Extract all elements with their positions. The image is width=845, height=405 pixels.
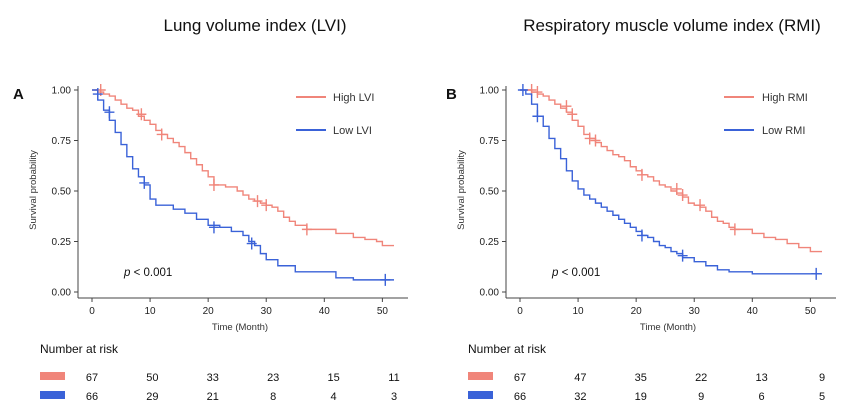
panel-a-risk-low-count: 29 [146,391,158,403]
panel-b-x-tick-label: 0 [517,306,523,317]
panel-b-censor-mark-low [532,110,542,122]
panel-b-risk-low-count: 5 [819,391,825,403]
panel-b-risk-low-count: 66 [514,391,526,403]
panel-a-risk-low-count: 3 [391,391,397,403]
panel-b-curves [518,84,822,280]
panel-b-letter: B [446,86,457,103]
panel-a-x-tick-label: 20 [203,306,215,317]
panel-b-x-tick-label: 40 [747,306,759,317]
panel-b-risk-table: 67 47 35 22 13 9 66 32 19 9 6 5 [514,372,825,403]
panel-a-risk-high-swatch [40,372,65,380]
panel-b-censor-mark-high [561,100,571,112]
panel-b-legend-high-label: High RMI [762,92,808,104]
panel-a-risk-high-count: 67 [86,372,98,384]
panel-b-risk-low-swatch [468,391,493,399]
panel-b-censor-mark-low [811,268,821,280]
panel-a-risk-title: Number at risk [40,342,119,356]
panel-b-risk-low-count: 32 [574,391,586,403]
panel-a-curve-high [92,90,394,246]
panel-b-risk-high-count: 35 [635,372,647,384]
panel-b-curve-low [520,90,822,274]
panel-a: Lung volume index (LVI) A 0.000.250.500.… [13,16,408,403]
panel-a-censor-mark-low [139,177,149,189]
panel-b-legend-low-label: Low RMI [762,125,805,137]
panel-b-risk-high-count: 9 [819,372,825,384]
panel-b-p-value: p < 0.001 [551,267,600,279]
panel-b-y-tick-label: 0.25 [480,237,500,248]
panel-a-x-tick-label: 0 [89,306,95,317]
panel-b-censor-mark-high [591,135,601,147]
figure-canvas: Lung volume index (LVI) A 0.000.250.500.… [0,0,845,405]
panel-a-risk-high-count: 11 [388,372,399,384]
panel-a-x-tick-label: 10 [145,306,157,317]
panel-b-risk-low-count: 19 [635,391,647,403]
panel-a-censor-mark-high [253,195,263,207]
panel-b-risk-high-count: 13 [755,372,767,384]
panel-b-risk-low-count: 6 [759,391,765,403]
panel-a-risk-high-count: 15 [327,372,339,384]
panel-a-y-tick-label: 0.25 [52,237,72,248]
panel-a-risk-high-count: 50 [146,372,158,384]
panel-a-x-axis-label: Time (Month) [212,322,268,333]
panel-b-curve-high [520,90,822,252]
panel-b-y-tick-label: 0.75 [480,136,500,147]
panel-b-censor-mark-high [730,223,740,235]
panel-b-y-tick-label: 0.00 [480,288,500,299]
panel-a-title: Lung volume index (LVI) [163,16,346,35]
panel-b-censor-mark-high [678,189,688,201]
panel-b-censor-mark-low [678,250,688,262]
panel-a-x-tick-label: 40 [319,306,331,317]
panel-a-curves [92,84,394,286]
panel-b-censor-mark-high [695,199,705,211]
panel-b-y-tick-label: 0.50 [480,187,500,198]
panel-a-y-axis-label: Survival probability [28,150,39,230]
panel-b-censor-mark-high [567,108,577,120]
panel-a-axes: 0.00 0.25 0.50 0.75 1.00 0 10 20 30 40 50 [52,86,408,318]
panel-b-y-axis-label: Survival probability [456,150,467,230]
panel-b-censor-mark-high [532,86,542,98]
panel-a-p-threshold: < 0.001 [130,267,172,279]
panel-a-x-tick-label: 30 [261,306,273,317]
panel-b-x-axis-label: Time (Month) [640,322,696,333]
panel-a-curve-low [92,90,394,280]
panel-a-p-value: p < 0.001 [123,267,172,279]
panel-b-p-threshold: < 0.001 [558,267,600,279]
panel-b-x-tick-label: 20 [631,306,643,317]
panel-a-risk-low-count: 4 [331,391,337,403]
panel-a-y-tick-label: 0.75 [52,136,72,147]
panel-a-censor-mark-high [261,199,271,211]
panel-b-risk-high-count: 67 [514,372,526,384]
panel-b-x-tick-label: 10 [573,306,585,317]
panel-a-legend-low-label: Low LVI [333,125,372,137]
panel-a-risk-low-swatch [40,391,65,399]
panel-a-censor-mark-low [104,106,114,118]
panel-b-axes: 0.00 0.25 0.50 0.75 1.00 0 10 20 30 40 50 [480,86,836,318]
panel-b-title: Respiratory muscle volume index (RMI) [523,16,821,35]
panel-a-censor-mark-low [380,274,390,286]
panel-b-x-tick-label: 30 [689,306,701,317]
panel-a-x-tick-label: 50 [377,306,389,317]
panel-a-y-tick-label: 0.00 [52,288,72,299]
panel-a-risk-low-count: 21 [207,391,219,403]
panel-b-risk-title: Number at risk [468,342,547,356]
panel-b-risk-high-count: 22 [695,372,707,384]
panel-b-risk-high-count: 47 [574,372,586,384]
panel-a-risk-high-count: 23 [267,372,279,384]
panel-b-risk-high-swatch [468,372,493,380]
panel-b-x-tick-label: 50 [805,306,817,317]
panel-a-censor-mark-high [209,179,219,191]
panel-a-y-tick-label: 0.50 [52,187,72,198]
panel-a-risk-high-count: 33 [207,372,219,384]
panel-a-risk-low-count: 66 [86,391,98,403]
panel-b-risk-low-count: 9 [698,391,704,403]
panel-a-censor-mark-low [209,221,219,233]
panel-a-letter: A [13,86,24,103]
panel-a-legend-high-label: High LVI [333,92,374,104]
panel-a-risk-table: 67 50 33 23 15 11 66 29 21 8 4 3 [86,372,400,403]
panel-b-y-tick-label: 1.00 [480,86,500,97]
panel-a-risk-low-count: 8 [270,391,276,403]
panel-b: Respiratory muscle volume index (RMI) B … [446,16,836,403]
panel-a-y-tick-label: 1.00 [52,86,72,97]
